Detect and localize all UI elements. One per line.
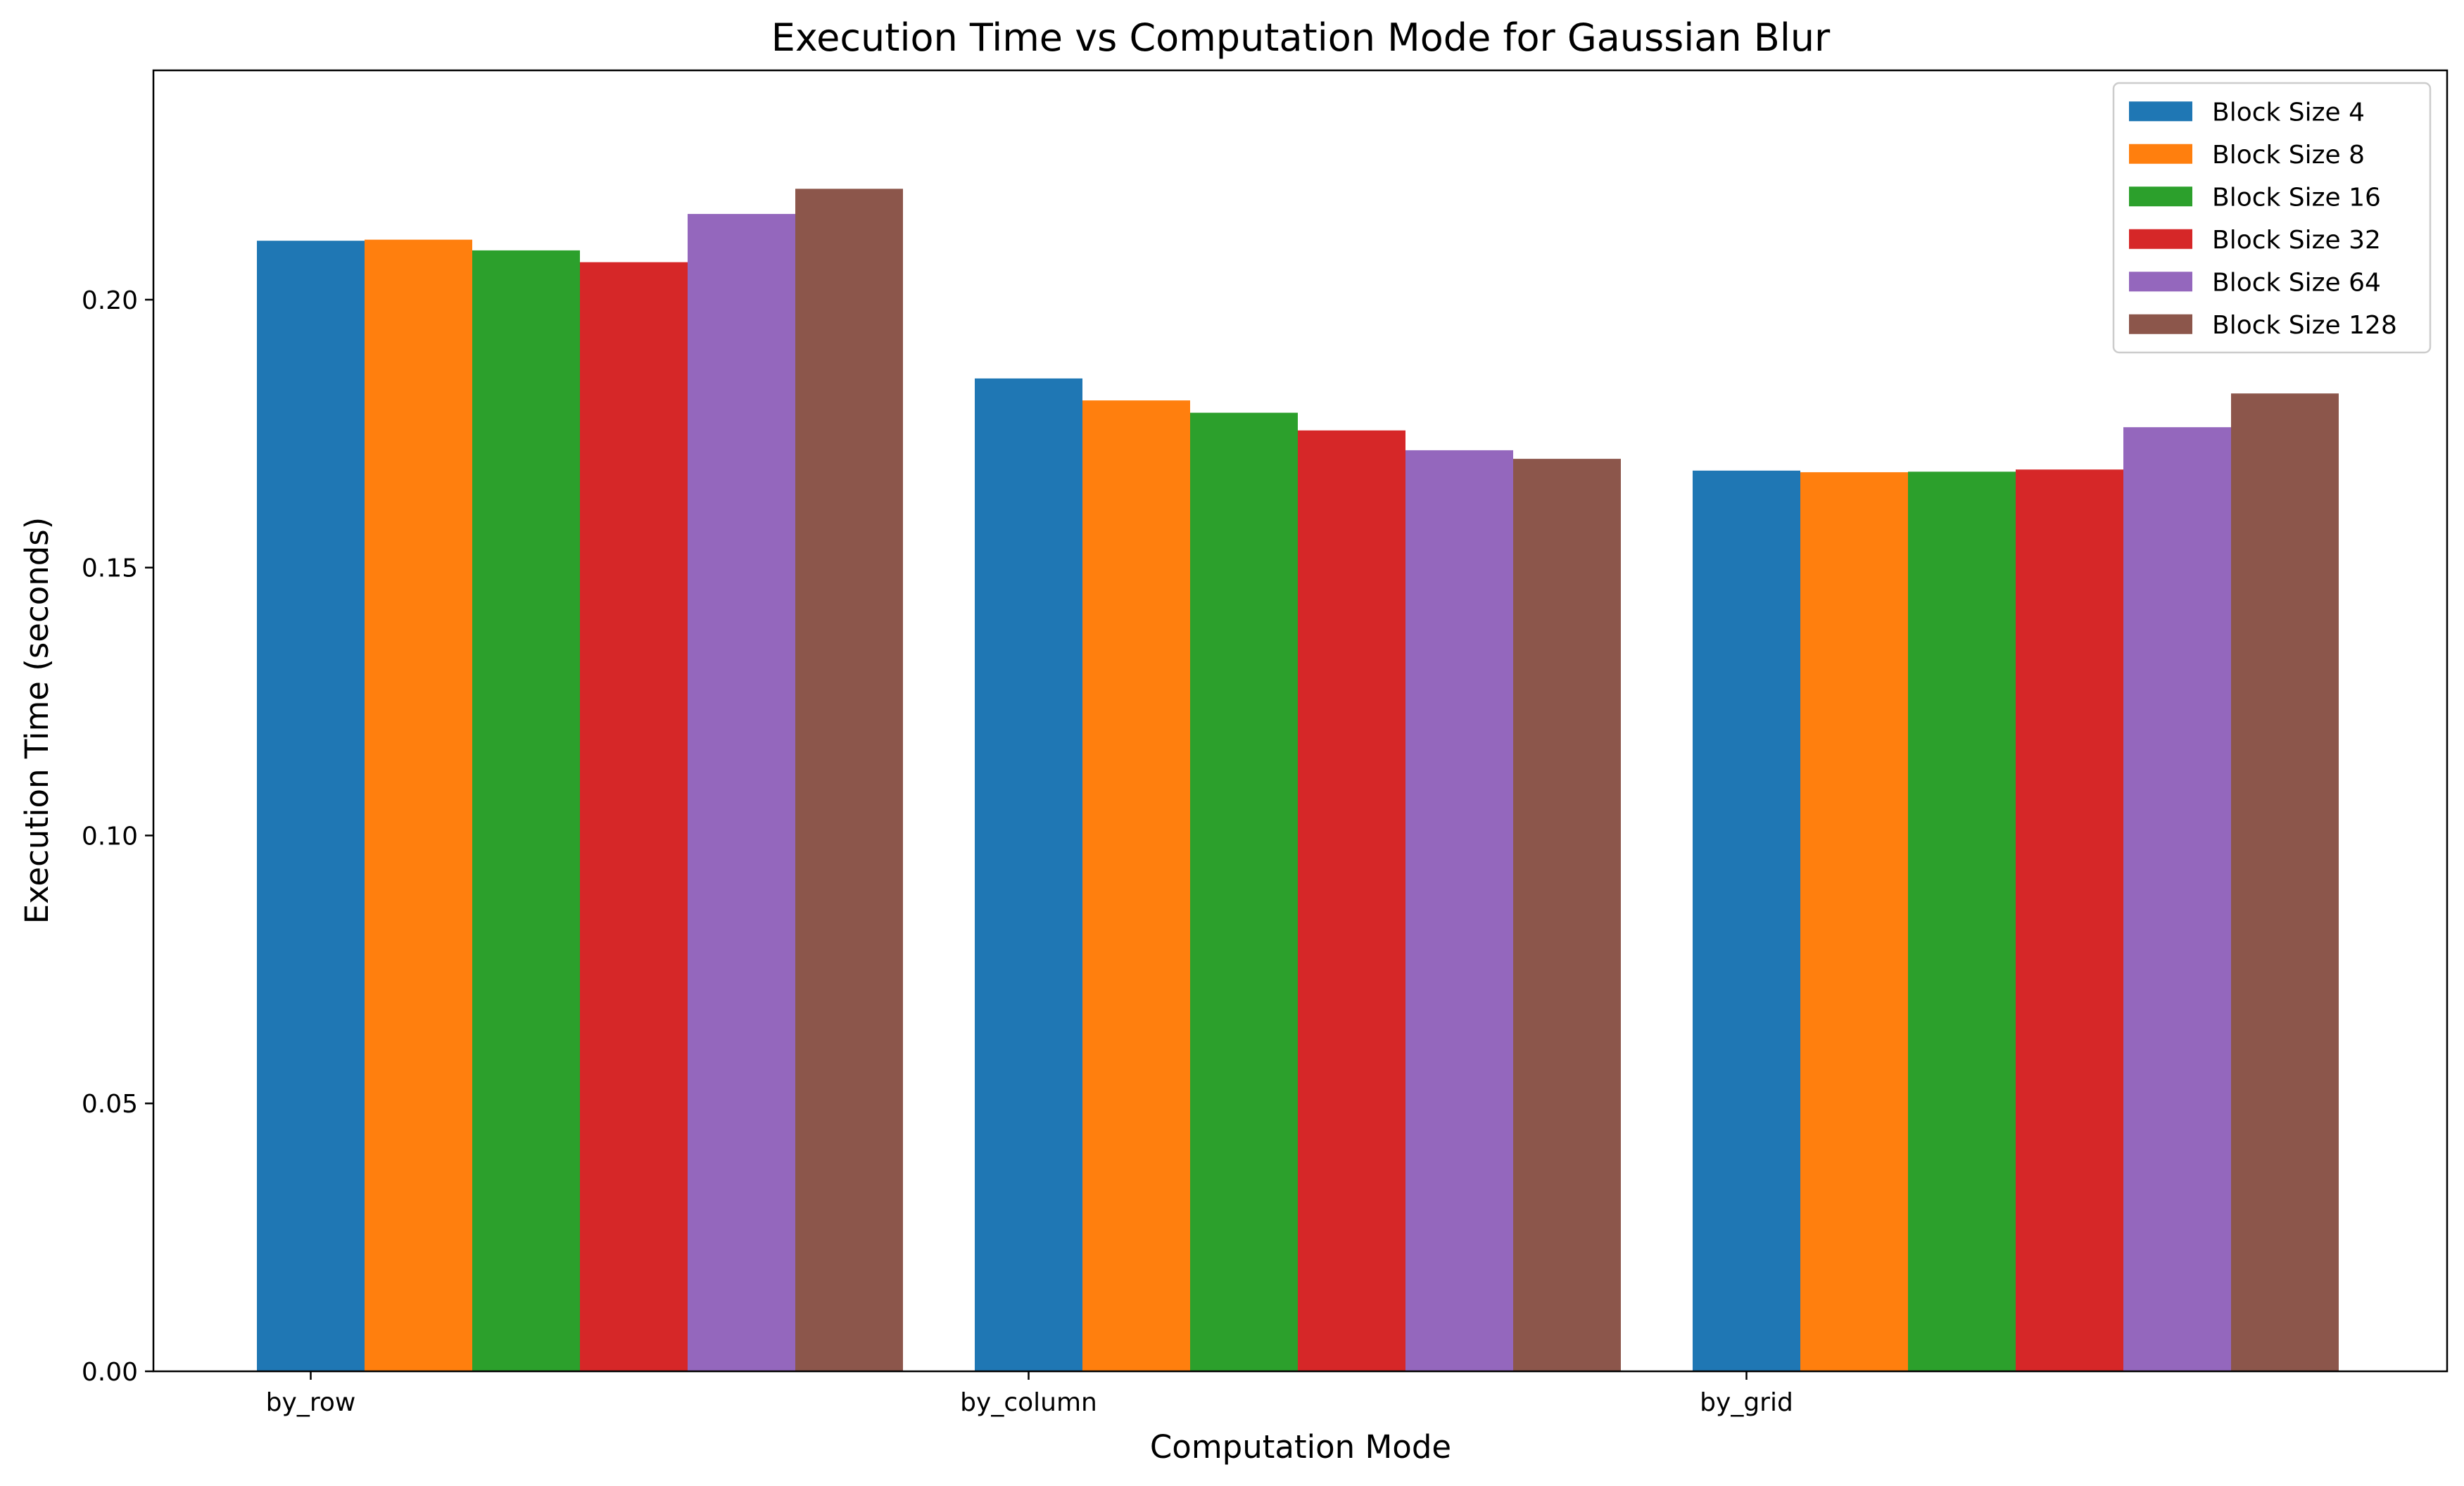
legend-swatch [2129,229,2192,249]
y-axis: 0.00 0.05 0.10 0.15 0.20 [82,286,153,1387]
bar-by_grid-series-0 [1693,470,1800,1371]
legend-swatch [2129,144,2192,164]
y-tick-label: 0.00 [82,1358,138,1387]
bar-by_grid-series-5 [2231,393,2339,1371]
legend-entry-label: Block Size 4 [2212,98,2365,127]
y-axis-label: Execution Time (seconds) [18,517,56,925]
bar-by_column-series-4 [1405,450,1513,1371]
bar-by_grid-series-4 [2123,427,2231,1371]
y-tick-label: 0.15 [82,554,138,583]
y-tick-label: 0.10 [82,822,138,851]
legend-swatch [2129,314,2192,334]
x-axis-label: Computation Mode [1150,1428,1451,1466]
y-tick-label: 0.05 [82,1090,138,1119]
bar-by_grid-series-2 [1908,471,2016,1371]
bar-by_grid-series-3 [2016,469,2123,1371]
bar-by_row-series-4 [688,214,795,1372]
chart-title: Execution Time vs Computation Mode for G… [771,15,1831,60]
legend-entry-label: Block Size 16 [2212,183,2381,212]
bar-by_row-series-1 [365,239,472,1371]
bar-by_row-series-5 [795,189,903,1372]
x-tick-label: by_row [266,1388,356,1417]
legend-box [2112,82,2432,354]
legend-entry-label: Block Size 8 [2212,141,2365,170]
bar-by_row-series-2 [472,250,580,1372]
legend-swatch [2129,101,2192,122]
bar-by_column-series-3 [1298,430,1405,1372]
bar-by_grid-series-1 [1800,472,1908,1371]
legend-swatch [2129,272,2192,292]
x-axis: by_row by_column by_grid [266,1371,1793,1417]
x-tick-label: by_column [960,1388,1097,1417]
plot-frame [152,69,2449,1373]
y-tick-label: 0.20 [82,286,138,315]
bar-by_row-series-0 [257,241,365,1371]
legend: Block Size 4 Block Size 8 Block Size 16 Blo… [2112,82,2432,354]
bar-by_column-series-1 [1082,400,1190,1371]
bar-by_column-series-2 [1190,412,1298,1371]
bar-by_column-series-5 [1513,459,1621,1371]
x-tick-label: by_grid [1700,1388,1793,1417]
legend-entry-label: Block Size 32 [2212,226,2381,255]
bar-by_row-series-3 [580,262,688,1371]
bar-by_column-series-0 [975,378,1082,1371]
legend-swatch [2129,186,2192,207]
legend-entry-label: Block Size 64 [2212,268,2381,297]
bars-group [257,189,2339,1372]
legend-entry-label: Block Size 128 [2212,311,2397,340]
